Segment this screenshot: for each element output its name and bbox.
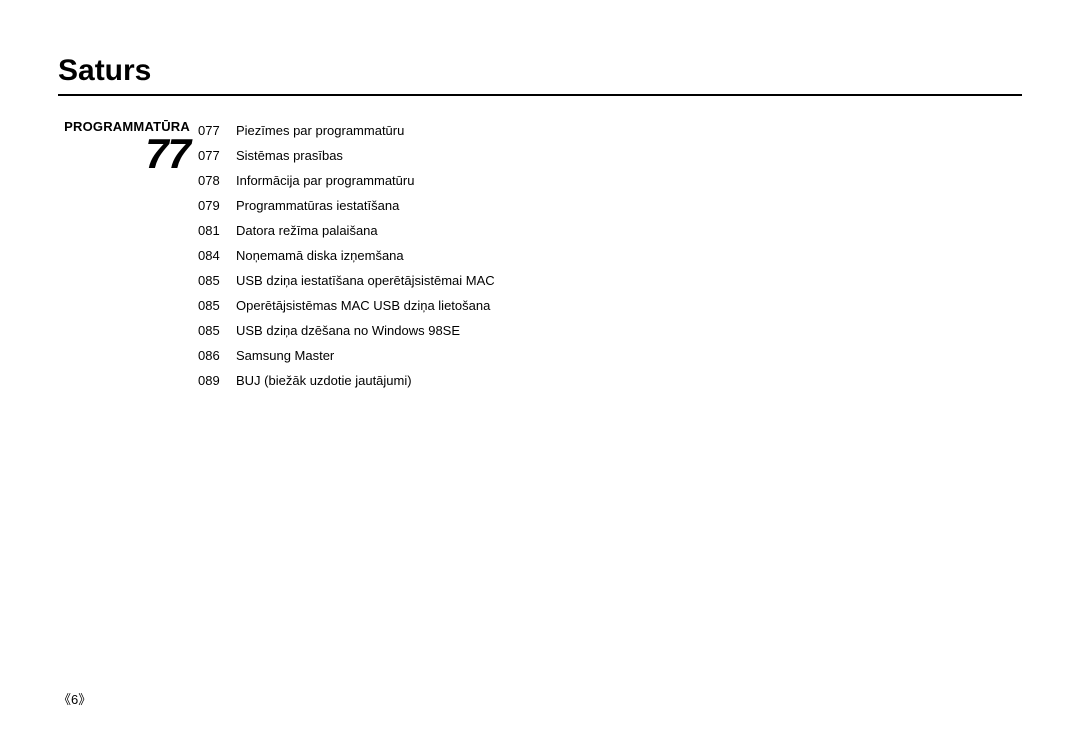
toc-page-number: 085 xyxy=(198,293,236,318)
toc-page-number: 079 xyxy=(198,193,236,218)
toc-row: 084 Noņemamā diska izņemšana xyxy=(198,243,1022,268)
toc-page-number: 086 xyxy=(198,343,236,368)
toc-entry-text: BUJ (biežāk uzdotie jautājumi) xyxy=(236,368,1022,393)
toc-row: 078 Informācija par programmatūru xyxy=(198,168,1022,193)
content-area: PROGRAMMATŪRA 77 077 Piezīmes par progra… xyxy=(58,118,1022,393)
toc-entry-text: Samsung Master xyxy=(236,343,1022,368)
toc-row: 079 Programmatūras iestatīšana xyxy=(198,193,1022,218)
toc-entry-text: Sistēmas prasības xyxy=(236,143,1022,168)
page-title: Saturs xyxy=(58,54,1022,88)
toc-row: 085 USB dziņa iestatīšana operētājsistēm… xyxy=(198,268,1022,293)
toc-row: 085 USB dziņa dzēšana no Windows 98SE xyxy=(198,318,1022,343)
toc-page-number: 077 xyxy=(198,118,236,143)
toc-row: 077 Piezīmes par programmatūru xyxy=(198,118,1022,143)
toc-entry-text: Piezīmes par programmatūru xyxy=(236,118,1022,143)
toc-row: 089 BUJ (biežāk uzdotie jautājumi) xyxy=(198,368,1022,393)
toc-entry-text: Datora režīma palaišana xyxy=(236,218,1022,243)
toc-row: 077 Sistēmas prasības xyxy=(198,143,1022,168)
document-page: Saturs PROGRAMMATŪRA 77 077 Piezīmes par… xyxy=(0,0,1080,746)
toc-page-number: 081 xyxy=(198,218,236,243)
toc-list: 077 Piezīmes par programmatūru 077 Sistē… xyxy=(198,118,1022,393)
toc-row: 085 Operētājsistēmas MAC USB dziņa lieto… xyxy=(198,293,1022,318)
toc-page-number: 084 xyxy=(198,243,236,268)
toc-entry-text: Operētājsistēmas MAC USB dziņa lietošana xyxy=(236,293,1022,318)
toc-entry-text: USB dziņa iestatīšana operētājsistēmai M… xyxy=(236,268,1022,293)
toc-row: 081 Datora režīma palaišana xyxy=(198,218,1022,243)
toc-entry-text: Noņemamā diska izņemšana xyxy=(236,243,1022,268)
toc-page-number: 089 xyxy=(198,368,236,393)
toc-page-number: 085 xyxy=(198,268,236,293)
toc-entry-text: Informācija par programmatūru xyxy=(236,168,1022,193)
toc-page-number: 077 xyxy=(198,143,236,168)
section-start-page-number: 77 xyxy=(58,134,190,174)
toc-entry-text: Programmatūras iestatīšana xyxy=(236,193,1022,218)
toc-page-number: 085 xyxy=(198,318,236,343)
section-header-column: PROGRAMMATŪRA 77 xyxy=(58,118,198,174)
page-number-footer: 《6》 xyxy=(58,689,91,708)
toc-row: 086 Samsung Master xyxy=(198,343,1022,368)
toc-entry-text: USB dziņa dzēšana no Windows 98SE xyxy=(236,318,1022,343)
toc-page-number: 078 xyxy=(198,168,236,193)
title-rule xyxy=(58,94,1022,96)
